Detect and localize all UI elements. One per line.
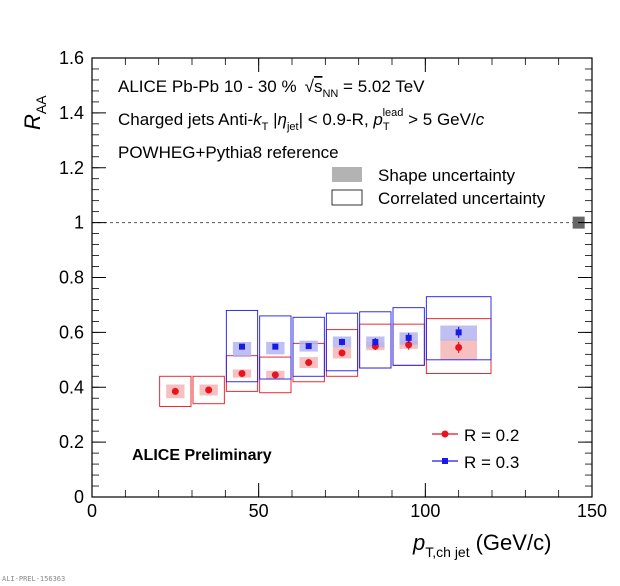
correlated-uncertainty-box-r03 [392, 307, 425, 366]
legend-shape-label: Shape uncertainty [378, 166, 516, 185]
y-tick-label: 1.2 [59, 158, 84, 178]
figure-id: ALI-PREL-156363 [2, 575, 66, 583]
correlated-uncertainty-box-r02 [159, 375, 192, 407]
y-tick-label: 0.2 [59, 432, 84, 452]
annotation-line2: Charged jets Anti-kT |ηjet| < 0.9-R, pTl… [118, 107, 485, 133]
y-tick-label: 1 [74, 213, 84, 233]
data-point-r03 [405, 334, 412, 341]
y-tick-label: 0 [74, 487, 84, 507]
y-tick-label: 0.4 [59, 377, 84, 397]
y-tick-label: 1.4 [59, 103, 84, 123]
data-point-r03 [339, 338, 345, 345]
correlated-uncertainty-box-r03 [359, 311, 392, 369]
data-point-r02 [455, 343, 463, 351]
data-point-r03 [239, 343, 245, 350]
legend-series-r02: R = 0.2 [432, 426, 519, 445]
correlated-uncertainty-box-r03 [325, 312, 359, 372]
data-point-r03 [305, 343, 312, 350]
legend-r03-marker [442, 458, 448, 464]
legend-series-r03: R = 0.3 [432, 453, 519, 472]
x-axis-title: pT,ch jet (GeV/c) [412, 530, 551, 560]
preliminary-label: ALICE Preliminary [132, 447, 272, 464]
annotation-line3: POWHEG+Pythia8 reference [118, 143, 339, 162]
correlated-uncertainty-box-r03 [259, 315, 292, 380]
legend-correlated-label: Correlated uncertainty [378, 189, 546, 208]
legend-r03-label: R = 0.3 [464, 453, 519, 472]
y-tick-label: 0.6 [59, 322, 84, 342]
data-point-r02 [305, 359, 313, 367]
correlated-uncertainty-box-r02 [192, 375, 225, 405]
correlated-uncertainty-box-r03 [292, 316, 325, 377]
data-point-r02 [238, 370, 246, 378]
x-tick-label: 50 [249, 501, 269, 521]
x-tick-label: 100 [410, 501, 440, 521]
data-point-r02 [205, 386, 213, 394]
data-point-r03 [372, 338, 379, 345]
y-tick-label: 1.6 [59, 48, 84, 68]
data-point-r03 [272, 343, 279, 350]
correlated-uncertainty-box-r03 [225, 309, 259, 383]
legend-shape-swatch [332, 167, 362, 182]
y-axis-title: RAA [20, 95, 49, 130]
x-tick-label: 0 [87, 501, 97, 521]
annotation-line1: ALICE Pb-Pb 10 - 30 % √sNN = 5.02 TeV [118, 77, 425, 100]
correlated-uncertainty-box-r03 [425, 296, 492, 361]
legend-correlated-swatch [331, 189, 363, 206]
x-tick-label: 150 [577, 501, 607, 521]
data-point-r02 [171, 387, 179, 395]
legend-r02-label: R = 0.2 [464, 426, 519, 445]
data-point-r02 [271, 371, 279, 379]
data-point-r03 [455, 329, 462, 336]
y-tick-label: 0.8 [59, 268, 84, 288]
data-point-r02 [338, 349, 346, 357]
data-point-r02 [405, 341, 413, 349]
legend-r02-marker [441, 430, 449, 438]
